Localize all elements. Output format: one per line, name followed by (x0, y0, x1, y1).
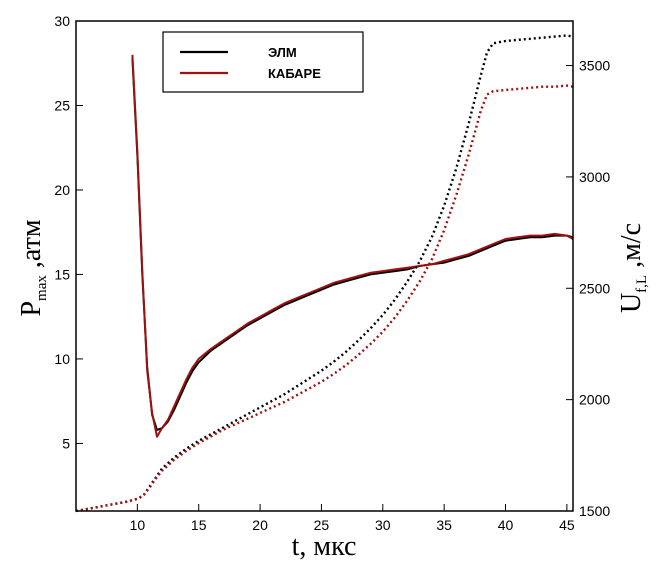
y-right-tick-label: 2500 (579, 280, 610, 296)
y-right-axis-title: Uf,L ,м/с (616, 223, 650, 313)
y-left-axis-ticks: 5 10 15 20 25 30 (54, 13, 83, 451)
y-right-tick-label: 1500 (579, 503, 610, 519)
x-tick-label: 20 (252, 517, 268, 533)
y-right-tick-label: 3500 (579, 58, 610, 74)
legend-box (162, 31, 364, 93)
series-layer (75, 34, 574, 513)
series-line-pressure-0 (131, 58, 574, 431)
x-tick-label: 15 (191, 517, 207, 533)
x-axis-ticks: 10 15 20 25 30 35 40 45 (130, 504, 575, 533)
x-tick-label: 35 (436, 517, 452, 533)
series-line-velocity-2 (75, 34, 574, 513)
x-tick-label: 40 (498, 517, 514, 533)
y-left-tick-label: 25 (54, 97, 70, 113)
y-left-tick-label: 5 (62, 435, 70, 451)
series-line-pressure-1 (131, 54, 574, 438)
y-left-axis-title: Pmax ,атм (16, 219, 50, 316)
x-axis-title: t, мкс (292, 531, 357, 562)
x-tick-label: 25 (314, 517, 330, 533)
series-line-velocity-3 (75, 84, 574, 513)
y-left-tick-label: 20 (54, 182, 70, 198)
y-left-tick-label: 15 (54, 266, 70, 282)
legend-label-elm: ЭЛМ (268, 45, 297, 60)
y-right-axis-ticks: 1500 2000 2500 3000 3500 (566, 58, 610, 519)
x-tick-label: 30 (375, 517, 391, 533)
y-right-tick-label: 2000 (579, 392, 610, 408)
y-right-tick-label: 3000 (579, 169, 610, 185)
plot-frame (75, 20, 574, 512)
legend-label-kabare: КАБАРЕ (268, 66, 321, 81)
x-tick-label: 10 (130, 517, 146, 533)
x-tick-label: 45 (559, 517, 575, 533)
y-left-tick-label: 10 (54, 351, 70, 367)
legend: ЭЛМ КАБАРЕ (162, 31, 364, 93)
y-left-tick-label: 30 (54, 13, 70, 29)
